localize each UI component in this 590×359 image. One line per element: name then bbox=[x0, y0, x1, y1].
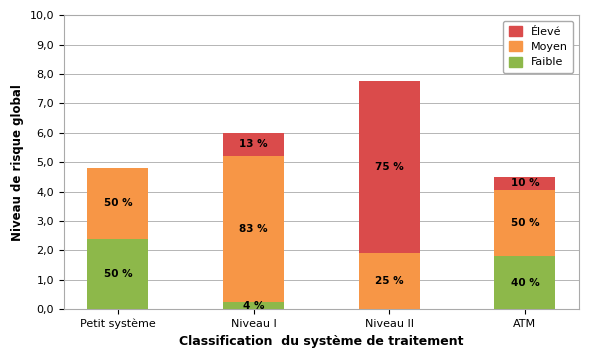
Text: 83 %: 83 % bbox=[239, 224, 268, 234]
Bar bbox=[223, 133, 284, 156]
Bar bbox=[359, 253, 419, 309]
Text: 50 %: 50 % bbox=[103, 269, 132, 279]
Text: 4 %: 4 % bbox=[243, 300, 264, 311]
X-axis label: Classification  du système de traitement: Classification du système de traitement bbox=[179, 335, 464, 348]
Bar bbox=[223, 156, 284, 302]
Bar bbox=[223, 302, 284, 309]
Bar bbox=[494, 256, 555, 309]
Bar bbox=[494, 177, 555, 190]
Y-axis label: Niveau de risque global: Niveau de risque global bbox=[11, 84, 24, 241]
Text: 40 %: 40 % bbox=[510, 278, 539, 288]
Text: 75 %: 75 % bbox=[375, 162, 404, 172]
Bar bbox=[87, 168, 148, 238]
Bar bbox=[494, 190, 555, 256]
Text: 50 %: 50 % bbox=[103, 198, 132, 208]
Text: 25 %: 25 % bbox=[375, 276, 404, 286]
Legend: Élevé, Moyen, Faible: Élevé, Moyen, Faible bbox=[503, 21, 573, 73]
Text: 10 %: 10 % bbox=[510, 178, 539, 188]
Bar bbox=[87, 238, 148, 309]
Text: 13 %: 13 % bbox=[239, 139, 268, 149]
Bar bbox=[359, 81, 419, 253]
Text: 50 %: 50 % bbox=[510, 218, 539, 228]
